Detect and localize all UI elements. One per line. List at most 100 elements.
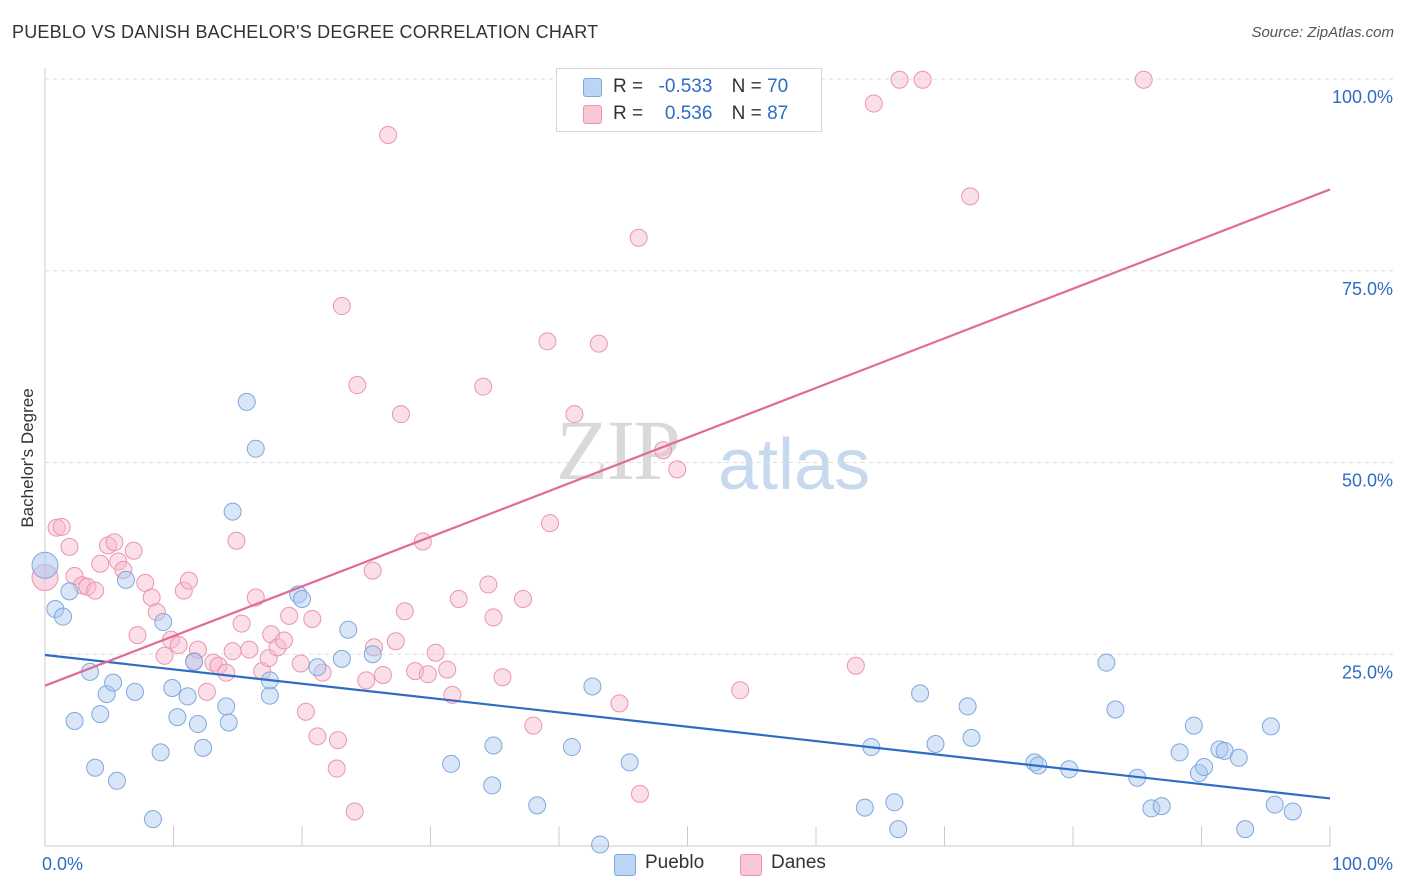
danes-point: [124, 541, 143, 560]
pueblo-point: [1236, 820, 1255, 839]
r-label: R =: [613, 76, 644, 97]
danes-point: [47, 518, 66, 537]
danes-point: [179, 571, 198, 590]
pueblo-point: [246, 439, 265, 458]
pueblo-point: [926, 734, 945, 753]
pueblo-point: [46, 599, 65, 618]
grid-lines: [45, 78, 1393, 655]
danes-point: [204, 653, 223, 672]
pueblo-point: [188, 715, 207, 734]
danes-point: [327, 759, 346, 778]
pueblo-point: [104, 673, 123, 692]
danes-point: [379, 125, 398, 144]
r-label: R =: [613, 103, 644, 124]
r-value-danes: 0.536: [664, 103, 713, 124]
y-tick-label-75: 75.0%: [1342, 279, 1393, 299]
danes-point: [864, 94, 883, 113]
danes-point: [364, 638, 383, 657]
pueblo-point: [1152, 797, 1171, 816]
pueblo-point: [219, 713, 238, 732]
danes-point: [296, 702, 315, 721]
legend-label-pueblo: Pueblo: [645, 852, 705, 873]
pueblo-point: [1106, 700, 1125, 719]
pueblo-point: [1184, 716, 1203, 735]
pueblo-point: [223, 502, 242, 521]
danes-trend-line: [44, 188, 1331, 687]
danes-point: [240, 640, 259, 659]
n-value-danes: 87: [767, 103, 789, 124]
pueblo-point: [91, 705, 110, 724]
danes-point: [275, 631, 294, 650]
pueblo-trend-line: [44, 653, 1331, 800]
danes-point: [846, 656, 865, 675]
danes-point: [373, 665, 392, 684]
danes-point: [1134, 70, 1153, 89]
pueblo-point: [339, 620, 358, 639]
pueblo-point: [154, 613, 173, 632]
pueblo-point: [116, 570, 135, 589]
danes-point: [426, 643, 445, 662]
danes-point: [232, 614, 251, 633]
pueblo-point: [1097, 653, 1116, 672]
danes-point: [541, 514, 560, 533]
pueblo-point: [237, 392, 256, 411]
pueblo-point: [1261, 717, 1280, 736]
pueblo-point: [97, 685, 116, 704]
danes-point: [142, 588, 161, 607]
pueblo-point: [1229, 748, 1248, 767]
pueblo-point: [889, 820, 908, 839]
danes-point: [128, 626, 147, 645]
danes-point: [514, 590, 533, 609]
pueblo-point: [484, 736, 503, 755]
pueblo-point: [217, 697, 236, 716]
watermark-zip: ZIP: [556, 402, 681, 498]
pueblo-point: [308, 658, 327, 677]
pueblo-point: [1265, 795, 1284, 814]
danes-point: [155, 646, 174, 665]
pueblo-point: [168, 708, 187, 727]
danes-point: [52, 517, 71, 536]
danes-point: [197, 682, 216, 701]
stats-row-pueblo: R = -0.533 N = 70: [557, 73, 821, 100]
danes-point: [217, 663, 236, 682]
pueblo-point: [53, 607, 72, 626]
danes-point: [668, 460, 687, 479]
danes-point: [418, 665, 437, 684]
danes-point: [174, 581, 193, 600]
danes-point: [630, 784, 649, 803]
danes-point: [313, 663, 332, 682]
danes-point: [524, 716, 543, 735]
pueblo-point: [562, 738, 581, 757]
danes-point: [961, 187, 980, 206]
danes-point: [280, 606, 299, 625]
danes-point: [629, 228, 648, 247]
pueblo-point: [962, 728, 981, 747]
pueblo-point: [483, 776, 502, 795]
r-value-pueblo: -0.533: [658, 76, 713, 97]
pueblo-point: [60, 582, 79, 601]
pueblo-point: [125, 682, 144, 701]
legend-swatch-danes: [740, 854, 762, 876]
y-tick-label-100: 100.0%: [1332, 87, 1393, 107]
danes-point: [357, 671, 376, 690]
danes-point: [890, 70, 909, 89]
n-label: N =: [731, 76, 762, 97]
danes-point: [474, 377, 493, 396]
pueblo-point: [194, 738, 213, 757]
pueblo-point: [1195, 757, 1214, 776]
danes-point: [538, 332, 557, 351]
legend-swatch-pueblo: [614, 854, 636, 876]
danes-point: [91, 554, 110, 573]
pueblo-point: [107, 771, 126, 790]
danes-point: [493, 668, 512, 687]
stats-legend: R = -0.533 N = 70 R = 0.536 N = 87: [556, 68, 822, 132]
danes-point: [303, 609, 322, 628]
pueblo-point: [143, 810, 162, 829]
danes-point: [449, 590, 468, 609]
danes-point: [169, 636, 188, 655]
pueblo-point: [911, 684, 930, 703]
danes-point: [147, 603, 166, 622]
pueblo-point: [958, 697, 977, 716]
pueblo-point: [1170, 743, 1189, 762]
danes-point: [610, 694, 629, 713]
